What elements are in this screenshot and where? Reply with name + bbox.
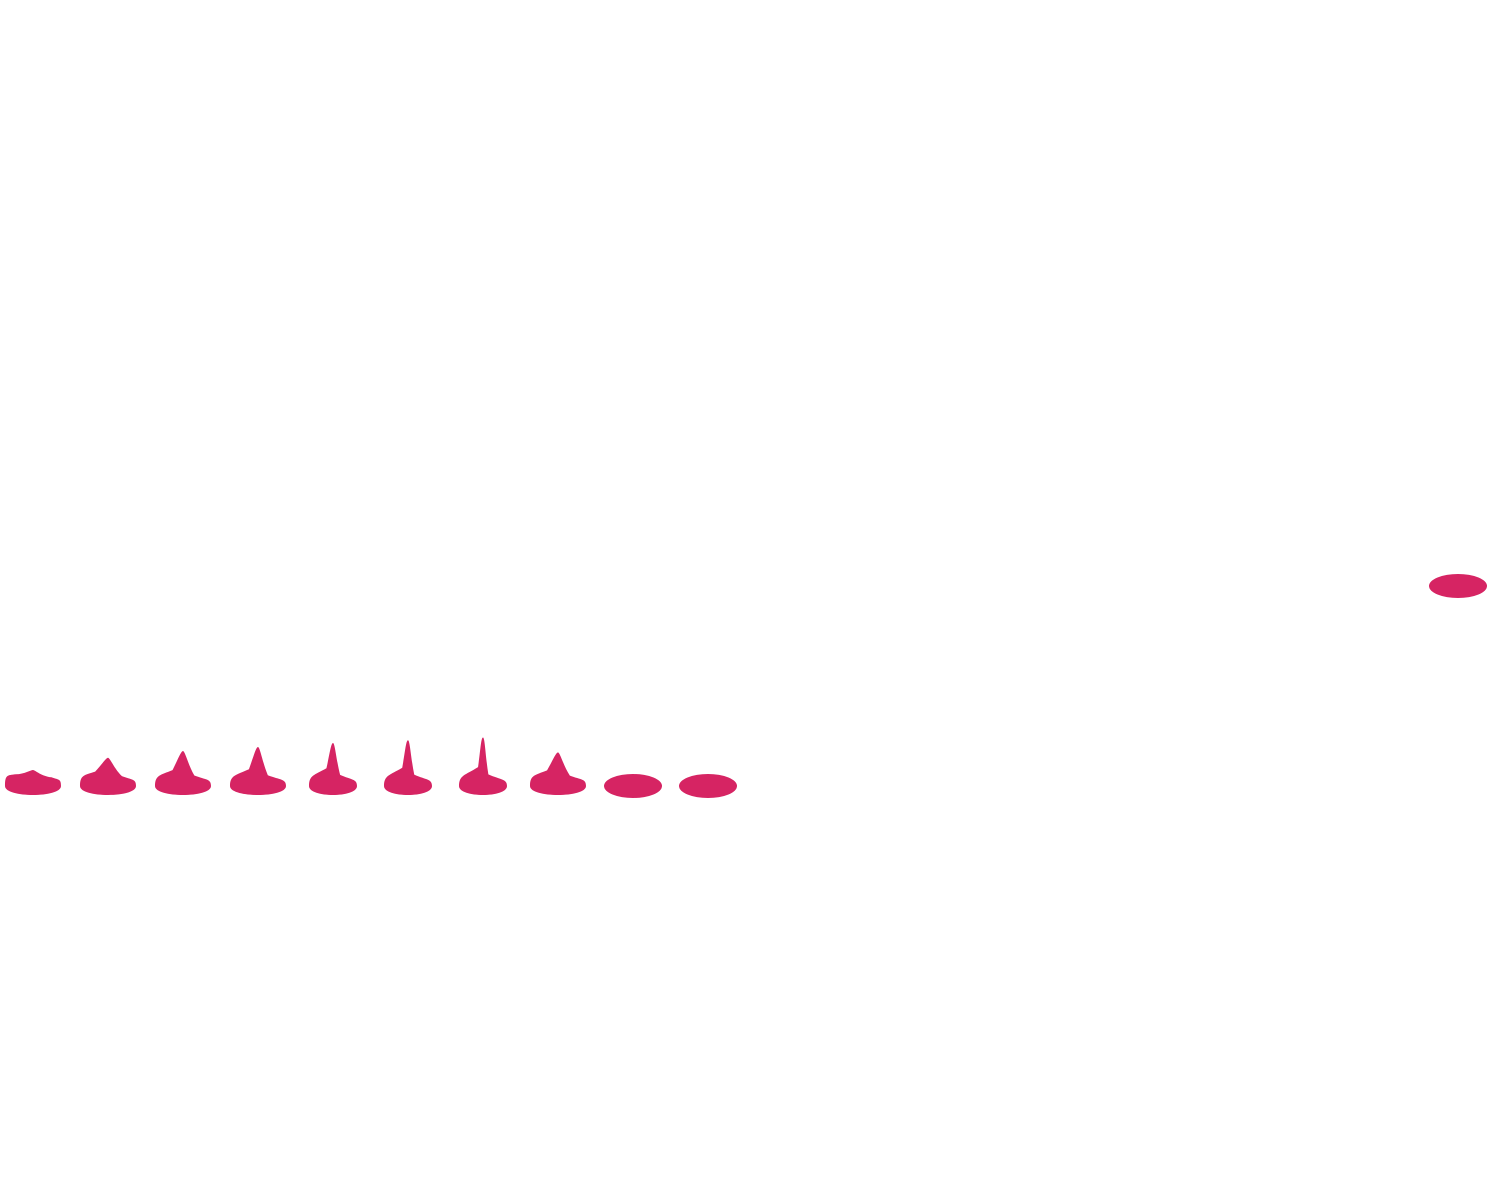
- isolated-blob-group: [1429, 574, 1487, 598]
- blob-shape: [459, 737, 507, 795]
- blob-shape: [230, 747, 286, 795]
- blob-shape: [309, 742, 357, 795]
- blob-shape: [530, 752, 586, 795]
- blob-shape: [155, 751, 211, 795]
- blob-shape: [679, 774, 737, 798]
- blob-row: [5, 737, 737, 798]
- blob-shape: [80, 757, 136, 795]
- blob-shape: [604, 774, 662, 798]
- isolated-blob-shape: [1429, 574, 1487, 598]
- blob-shape: [384, 740, 432, 795]
- blob-shape: [5, 769, 61, 795]
